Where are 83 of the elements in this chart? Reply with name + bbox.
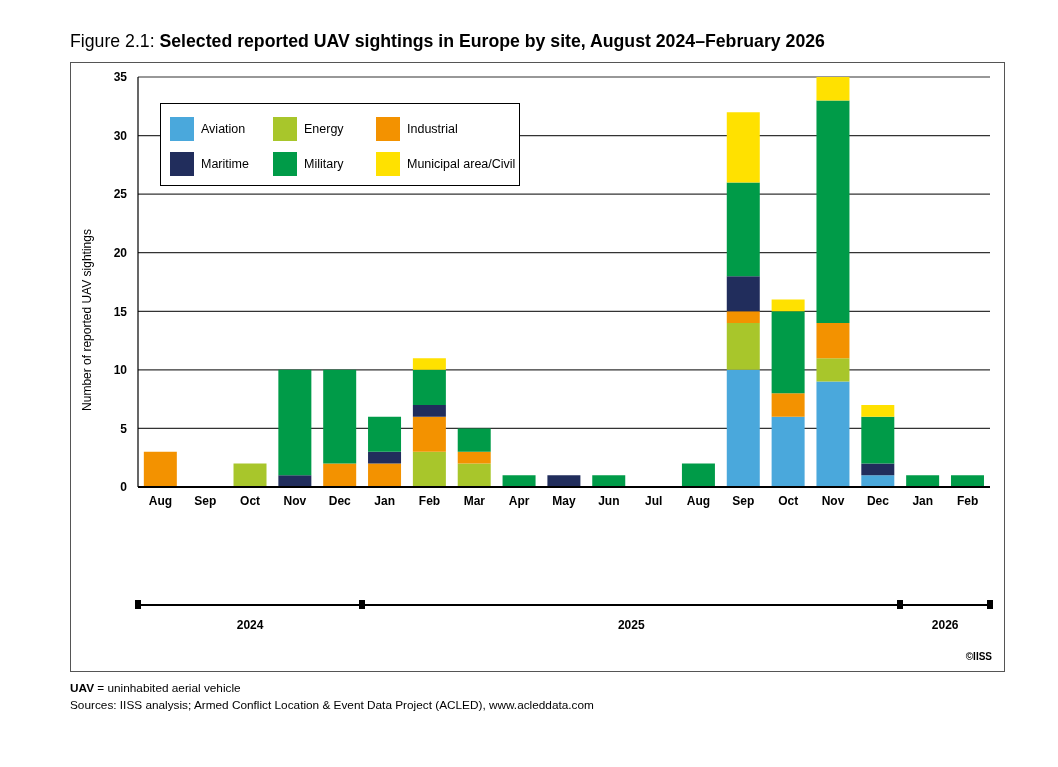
y-tick-label: 5 — [120, 421, 128, 436]
bar — [547, 475, 581, 487]
legend-label: Municipal area/Civil — [407, 157, 516, 171]
x-tick-label: Sep — [194, 493, 217, 508]
bar — [457, 463, 491, 487]
bar — [906, 475, 940, 487]
x-tick-label: Aug — [686, 493, 711, 508]
x-tick-label: Sep — [732, 493, 755, 508]
bar — [861, 416, 895, 464]
bar — [726, 369, 760, 487]
bar — [771, 416, 805, 487]
text: UAV = uninhabited aerial vehicle — [70, 681, 241, 695]
x-tick-label: Jan — [374, 493, 395, 508]
legend-label: Energy — [304, 122, 344, 136]
x-tick-label: Mar — [463, 493, 486, 508]
bar — [323, 463, 357, 487]
bar — [861, 405, 895, 417]
bar — [816, 381, 850, 487]
bar — [726, 182, 760, 277]
bar — [771, 299, 805, 312]
bar — [323, 369, 357, 464]
y-tick-label: 35 — [113, 70, 128, 85]
legend-label: Military — [304, 157, 344, 171]
bar — [278, 475, 312, 487]
chart-title: Figure 2.1: Selected reported UAV sightings in Europe by site, August 2024–February 2026 — [70, 31, 825, 51]
x-tick-label: Dec — [328, 493, 352, 508]
bar — [726, 311, 760, 323]
x-tick-label: Nov — [821, 493, 845, 508]
bar — [816, 100, 850, 323]
legend-label: Industrial — [407, 122, 458, 136]
bar — [592, 475, 626, 487]
x-tick-label: May — [552, 493, 576, 508]
x-tick-label: Feb — [956, 493, 979, 508]
y-axis-title: Number of reported UAV sightings — [80, 229, 94, 411]
bar — [457, 428, 491, 452]
y-tick-label: 10 — [113, 363, 128, 378]
x-tick-label: Oct — [778, 493, 799, 508]
text: 2025 — [617, 618, 645, 632]
y-tick-label: 20 — [113, 245, 128, 260]
y-tick-label: 30 — [113, 128, 128, 143]
text: 2026 — [931, 618, 959, 632]
x-tick-label: Dec — [866, 493, 890, 508]
source-note: Sources: IISS analysis; Armed Conflict Location & Event Data Project (ACLED), www.acleddata.com — [70, 698, 594, 712]
bar — [412, 416, 446, 452]
bar — [861, 475, 895, 487]
x-tick-label: Jun — [598, 493, 620, 508]
bar — [726, 112, 760, 183]
x-tick-label: Jan — [912, 493, 934, 508]
legend-label: Aviation — [201, 122, 246, 136]
legend-label: Maritime — [201, 157, 249, 171]
y-tick-label: 15 — [113, 304, 128, 319]
bar — [816, 77, 850, 101]
y-tick-label: 25 — [113, 187, 128, 202]
text: ©IISS — [965, 651, 992, 662]
bar — [143, 451, 177, 487]
x-tick-label: Oct — [240, 493, 261, 508]
x-tick-label: Aug — [148, 493, 173, 508]
bar — [368, 451, 402, 464]
bar — [368, 463, 402, 487]
bar — [368, 416, 402, 452]
bar — [412, 405, 446, 417]
bar — [457, 451, 491, 464]
bar — [412, 369, 446, 405]
text: 2024 — [236, 618, 264, 632]
x-tick-label: Feb — [418, 493, 441, 508]
bar — [726, 323, 760, 370]
bar — [278, 369, 312, 476]
bar — [771, 393, 805, 417]
bar — [816, 323, 850, 359]
bar — [681, 463, 715, 487]
x-tick-label: Jul — [645, 493, 663, 508]
x-tick-label: Apr — [508, 493, 530, 508]
bar — [771, 311, 805, 394]
x-tick-label: Nov — [283, 493, 307, 508]
bar — [950, 475, 984, 487]
y-tick-label: 0 — [120, 480, 128, 495]
bar — [816, 358, 850, 382]
bar — [502, 475, 536, 487]
bar — [726, 276, 760, 312]
bar — [861, 463, 895, 476]
bar — [412, 358, 446, 370]
bar — [233, 463, 267, 487]
bar — [412, 451, 446, 487]
